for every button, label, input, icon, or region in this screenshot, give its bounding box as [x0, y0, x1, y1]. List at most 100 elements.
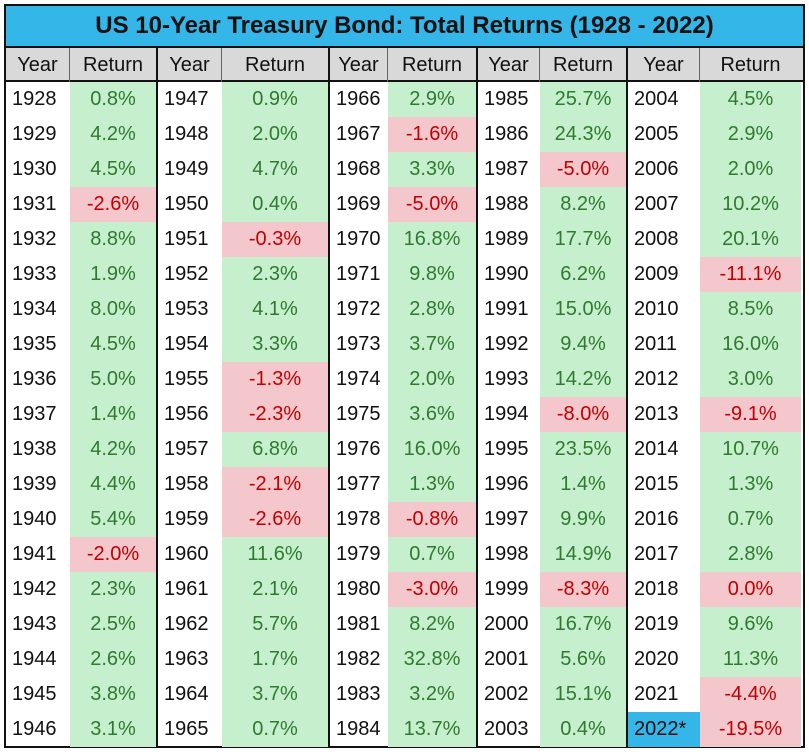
year-cell: 1950 — [164, 193, 209, 215]
year-cell: 1999 — [484, 578, 529, 600]
table-column-2: Year Return 1947 0.9% 1948 2.0% 1949 4.7% 1950 0.… — [158, 48, 330, 748]
return-cell: 2.0% — [700, 152, 801, 187]
return-cell: 8.5% — [700, 292, 801, 327]
return-cell: 4.2% — [70, 117, 156, 152]
table-column-5: Year Return 2004 4.5% 2005 2.9% 2006 2.0% 2007 10… — [628, 48, 803, 748]
year-cell: 1972 — [336, 298, 381, 320]
year-cell: 1949 — [164, 158, 209, 180]
year-cell: 1997 — [484, 508, 529, 530]
return-cell: -2.0% — [70, 537, 156, 572]
year-cell: 1995 — [484, 438, 529, 460]
returns-table: US 10-Year Treasury Bond: Total Returns … — [4, 4, 805, 748]
return-cell: 5.4% — [70, 502, 156, 537]
return-cell: 4.7% — [222, 152, 328, 187]
year-cell: 2008 — [634, 228, 679, 250]
return-cell: 20.1% — [700, 222, 801, 257]
return-cell: 13.7% — [388, 712, 476, 747]
year-cell: 2021 — [634, 683, 679, 705]
year-cell: 1998 — [484, 543, 529, 565]
return-cell: -3.0% — [388, 572, 476, 607]
year-cell: 1942 — [12, 578, 57, 600]
year-cell: 1992 — [484, 333, 529, 355]
return-cell: 23.5% — [540, 432, 626, 467]
year-cell: 1994 — [484, 403, 529, 425]
return-cell: 5.7% — [222, 607, 328, 642]
table-title: US 10-Year Treasury Bond: Total Returns … — [6, 6, 803, 48]
return-cell: 2.0% — [388, 362, 476, 397]
return-cell: 3.3% — [388, 152, 476, 187]
year-cell: 2005 — [634, 123, 679, 145]
return-cell: 8.2% — [540, 187, 626, 222]
year-cell: 1961 — [164, 578, 209, 600]
return-cell: 0.8% — [70, 82, 156, 117]
year-cell: 1978 — [336, 508, 381, 530]
year-cell: 2019 — [634, 613, 679, 635]
return-cell: 2.9% — [388, 82, 476, 117]
year-cell: 1957 — [164, 438, 209, 460]
return-cell: 9.9% — [540, 502, 626, 537]
return-cell: 14.9% — [540, 537, 626, 572]
return-cell: 1.4% — [540, 467, 626, 502]
year-cell: 1979 — [336, 543, 381, 565]
return-cell: 6.2% — [540, 257, 626, 292]
return-cell: 0.0% — [700, 572, 801, 607]
year-cell: 1932 — [12, 228, 57, 250]
year-cell: 1989 — [484, 228, 529, 250]
year-cell: 1974 — [336, 368, 381, 390]
year-cell: 1929 — [12, 123, 57, 145]
return-cell: 2.0% — [222, 117, 328, 152]
year-cell: 1943 — [12, 613, 57, 635]
return-cell: 3.1% — [70, 712, 156, 747]
year-cell: 1954 — [164, 333, 209, 355]
year-cell: 1947 — [164, 88, 209, 110]
return-cell: 24.3% — [540, 117, 626, 152]
year-cell: 1956 — [164, 403, 209, 425]
year-cell: 2004 — [634, 88, 679, 110]
year-cell: 1935 — [12, 333, 57, 355]
return-header: Return — [720, 54, 781, 76]
return-cell: -2.6% — [70, 187, 156, 222]
return-cell: 1.3% — [388, 467, 476, 502]
year-cell: 1980 — [336, 578, 381, 600]
return-cell: 16.0% — [700, 327, 801, 362]
year-cell: 1981 — [336, 613, 381, 635]
return-cell: 3.0% — [700, 362, 801, 397]
return-cell: 8.2% — [388, 607, 476, 642]
year-header: Year — [330, 48, 388, 82]
column-header: Year Return — [330, 48, 476, 82]
return-cell: 0.9% — [222, 82, 328, 117]
return-cell: 3.3% — [222, 327, 328, 362]
year-cell: 1966 — [336, 88, 381, 110]
return-cell: -0.3% — [222, 222, 328, 257]
column-header: Year Return — [158, 48, 328, 82]
year-cell: 2014 — [634, 438, 679, 460]
year-cell: 2018 — [634, 578, 679, 600]
return-cell: -8.0% — [540, 397, 626, 432]
return-cell: 0.7% — [222, 712, 328, 747]
return-cell: 9.8% — [388, 257, 476, 292]
year-cell: 1983 — [336, 683, 381, 705]
year-cell: 1931 — [12, 193, 57, 215]
year-header: Year — [478, 48, 540, 82]
year-cell: 2017 — [634, 543, 679, 565]
year-cell: 2000 — [484, 613, 529, 635]
column-header: Year Return — [478, 48, 626, 82]
return-header: Return — [244, 54, 306, 76]
return-cell: 1.4% — [70, 397, 156, 432]
year-cell: 1946 — [12, 718, 57, 740]
return-cell: 3.8% — [70, 677, 156, 712]
year-cell: 1962 — [164, 613, 209, 635]
return-cell: -1.3% — [222, 362, 328, 397]
return-cell: 9.4% — [540, 327, 626, 362]
return-cell: 9.6% — [700, 607, 801, 642]
return-cell: -1.6% — [388, 117, 476, 152]
return-cell: 16.7% — [540, 607, 626, 642]
year-cell: 1990 — [484, 263, 529, 285]
column-header: Year Return — [628, 48, 803, 82]
year-cell: 2001 — [484, 648, 529, 670]
return-cell: 1.9% — [70, 257, 156, 292]
return-cell: 16.8% — [388, 222, 476, 257]
year-cell: 2013 — [634, 403, 679, 425]
year-cell: 1945 — [12, 683, 57, 705]
return-cell: 15.0% — [540, 292, 626, 327]
